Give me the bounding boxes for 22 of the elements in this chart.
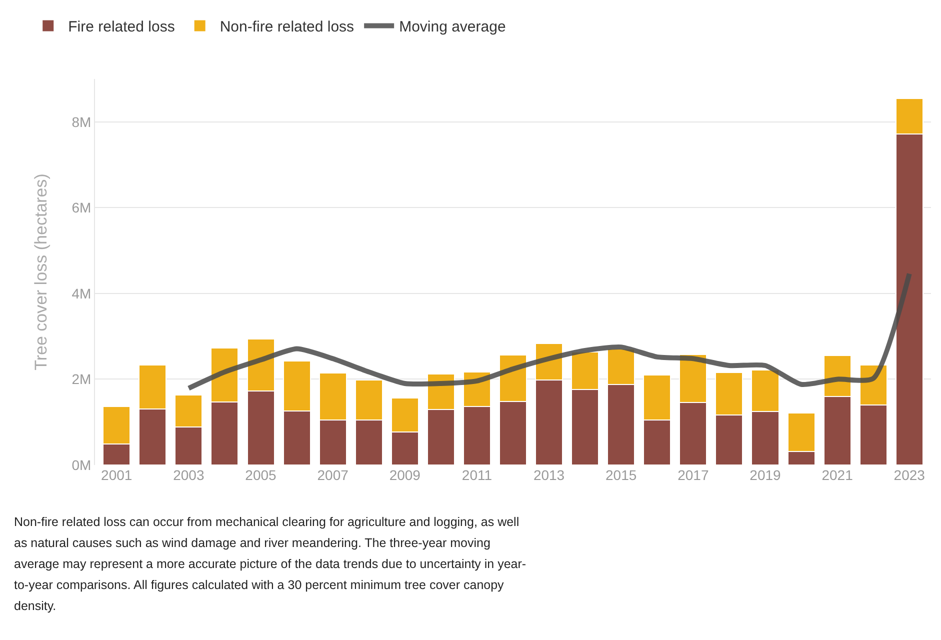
x-tick-label: 2015	[606, 467, 637, 483]
y-tick-label: 4M	[72, 285, 92, 302]
x-tick-label: 2023	[894, 467, 926, 483]
legend-label: Fire related loss	[68, 18, 175, 36]
x-tick-label: 2007	[317, 467, 349, 483]
x-tick-label: 2001	[101, 467, 132, 483]
x-tick-label: 2017	[678, 467, 709, 483]
x-tick-label: 2003	[173, 467, 204, 483]
text: Non-fire related loss can occur from mechanical clearing for agriculture and logging, as well as natural causes such as wind damage and river meandering. The three-year moving average may represent a more accurate picture of the data trends due to uncertainty in year-to-year comparisons. All figures calculated with a 30 percent minimum tree cover canopy density.	[14, 514, 528, 615]
legend-label: Moving average	[399, 18, 506, 36]
y-tick-label: 6M	[72, 200, 92, 216]
x-tick-label: 2005	[245, 467, 277, 483]
y-tick-label: 0M	[72, 456, 92, 473]
y-tick-label: 8M	[72, 114, 92, 130]
x-tick-label: 2011	[462, 467, 492, 483]
x-tick-label: 2019	[750, 467, 782, 483]
x-tick-label: 2021	[822, 467, 854, 483]
y-axis-title: Tree cover loss (hectares)	[31, 174, 50, 370]
y-tick-label: 2M	[72, 371, 92, 388]
x-tick-label: 2013	[533, 467, 565, 483]
legend-label: Non-fire related loss	[220, 18, 354, 36]
x-tick-label: 2009	[389, 467, 421, 483]
